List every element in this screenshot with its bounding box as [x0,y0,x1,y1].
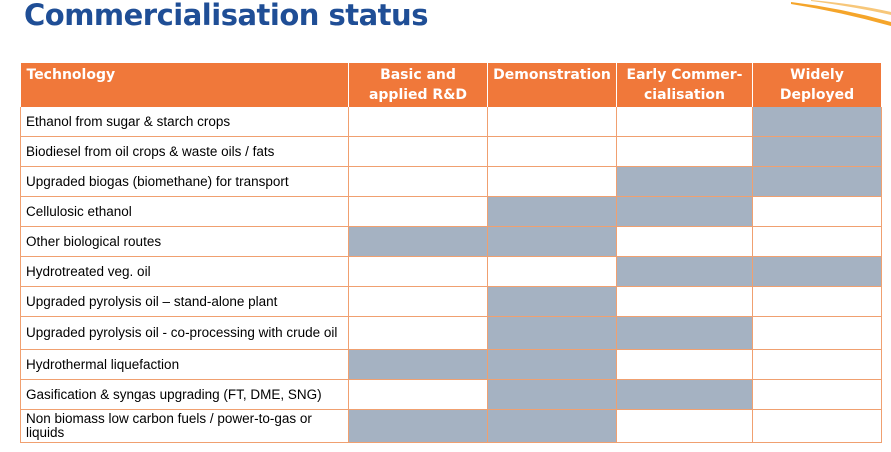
table-row: Hydrotreated veg. oil [20,256,882,287]
column-header-demonstration: Demonstration [487,63,617,107]
technology-label: Upgraded pyrolysis oil - co-processing w… [20,316,349,350]
stage-cell-demonstration-inactive [487,107,617,137]
table-row: Non biomass low carbon fuels / power-to-… [20,409,882,443]
technology-label: Gasification & syngas upgrading (FT, DME… [20,379,349,410]
column-header-technology: Technology [20,63,349,107]
technology-label: Biodiesel from oil crops & waste oils / … [20,136,349,167]
stage-cell-basic-rd-inactive [348,196,488,227]
stage-cell-widely-deployed-inactive [752,286,882,317]
table-row: Biodiesel from oil crops & waste oils / … [20,136,882,167]
stage-cell-early-commercialisation-active [616,196,753,227]
stage-cell-widely-deployed-active [752,256,882,287]
table-row: Hydrothermal liquefaction [20,349,882,380]
table-row: Cellulosic ethanol [20,196,882,227]
header-row: Technology Basic and applied R&D Demonstr… [20,63,882,107]
table-row: Ethanol from sugar & starch crops [20,107,882,137]
technology-label: Other biological routes [20,226,349,257]
stage-cell-early-commercialisation-inactive [616,349,753,380]
table-row: Upgraded pyrolysis oil - co-processing w… [20,316,882,350]
stage-cell-widely-deployed-inactive [752,379,882,410]
stage-cell-early-commercialisation-inactive [616,107,753,137]
technology-label: Non biomass low carbon fuels / power-to-… [20,409,349,443]
column-header-early-commercialisation: Early Commer-cialisation [616,63,753,107]
technology-label: Cellulosic ethanol [20,196,349,227]
stage-cell-widely-deployed-active [752,166,882,197]
stage-cell-early-commercialisation-active [616,379,753,410]
stage-cell-demonstration-active [487,226,617,257]
stage-cell-demonstration-inactive [487,136,617,167]
stage-cell-basic-rd-inactive [348,286,488,317]
stage-cell-early-commercialisation-inactive [616,226,753,257]
stage-cell-early-commercialisation-active [616,166,753,197]
stage-cell-basic-rd-active [348,226,488,257]
column-header-basic-rd: Basic and applied R&D [348,63,488,107]
stage-cell-basic-rd-inactive [348,256,488,287]
stage-cell-widely-deployed-inactive [752,316,882,350]
technology-label: Upgraded biogas (biomethane) for transpo… [20,166,349,197]
table-row: Upgraded biogas (biomethane) for transpo… [20,166,882,197]
swoosh-decoration [791,0,891,26]
stage-cell-basic-rd-inactive [348,379,488,410]
stage-cell-early-commercialisation-inactive [616,409,753,443]
technology-label: Hydrothermal liquefaction [20,349,349,380]
stage-cell-early-commercialisation-active [616,256,753,287]
stage-cell-demonstration-active [487,349,617,380]
stage-cell-demonstration-active [487,409,617,443]
stage-cell-demonstration-active [487,286,617,317]
technology-label: Hydrotreated veg. oil [20,256,349,287]
stage-cell-demonstration-active [487,316,617,350]
stage-cell-widely-deployed-inactive [752,226,882,257]
stage-cell-early-commercialisation-inactive [616,136,753,167]
stage-cell-demonstration-inactive [487,166,617,197]
stage-cell-widely-deployed-inactive [752,409,882,443]
table-row: Other biological routes [20,226,882,257]
stage-cell-basic-rd-inactive [348,316,488,350]
technology-label: Ethanol from sugar & starch crops [20,107,349,137]
commercialisation-table: Technology Basic and applied R&D Demonstr… [20,63,882,443]
stage-cell-basic-rd-inactive [348,166,488,197]
table-row: Gasification & syngas upgrading (FT, DME… [20,379,882,410]
stage-cell-demonstration-active [487,379,617,410]
stage-cell-basic-rd-inactive [348,107,488,137]
stage-cell-demonstration-active [487,196,617,227]
table-row: Upgraded pyrolysis oil – stand-alone pla… [20,286,882,317]
technology-label: Upgraded pyrolysis oil – stand-alone pla… [20,286,349,317]
stage-cell-basic-rd-active [348,409,488,443]
stage-cell-basic-rd-active [348,349,488,380]
stage-cell-basic-rd-inactive [348,136,488,167]
page-title: Commercialisation status [24,0,428,32]
stage-cell-widely-deployed-active [752,107,882,137]
stage-cell-demonstration-inactive [487,256,617,287]
column-header-widely-deployed: Widely Deployed [752,63,882,107]
stage-cell-widely-deployed-inactive [752,349,882,380]
stage-cell-early-commercialisation-inactive [616,286,753,317]
stage-cell-early-commercialisation-active [616,316,753,350]
stage-cell-widely-deployed-inactive [752,196,882,227]
stage-cell-widely-deployed-active [752,136,882,167]
